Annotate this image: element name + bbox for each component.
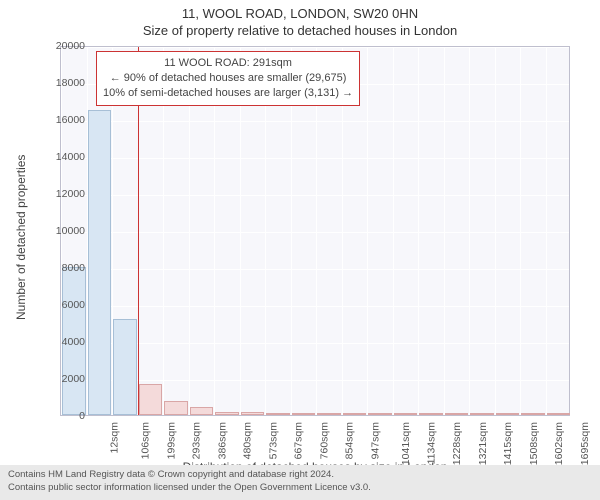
chart-title: 11, WOOL ROAD, LONDON, SW20 0HN Size of … xyxy=(0,0,600,40)
histogram-bar xyxy=(241,412,265,415)
y-tick-label: 16000 xyxy=(45,114,85,126)
x-tick-label: 293sqm xyxy=(191,422,203,459)
y-tick-label: 14000 xyxy=(45,151,85,163)
x-tick-label: 1041sqm xyxy=(400,422,412,465)
y-tick-label: 10000 xyxy=(45,225,85,237)
histogram-bar xyxy=(215,412,239,415)
gridline-v xyxy=(495,47,496,415)
chart-area: 11 WOOL ROAD: 291sqm ← 90% of detached h… xyxy=(60,46,570,416)
y-tick-label: 6000 xyxy=(45,299,85,311)
title-line-2: Size of property relative to detached ho… xyxy=(0,23,600,40)
histogram-bar xyxy=(445,413,469,415)
x-tick-label: 947sqm xyxy=(369,422,381,459)
histogram-bar xyxy=(547,413,571,415)
gridline-v xyxy=(444,47,445,415)
histogram-bar xyxy=(88,110,112,415)
y-axis-label: Number of detached properties xyxy=(14,155,28,320)
annotation-line-2: ← 90% of detached houses are smaller (29… xyxy=(103,71,353,86)
footer: Contains HM Land Registry data © Crown c… xyxy=(0,465,600,500)
annotation-box: 11 WOOL ROAD: 291sqm ← 90% of detached h… xyxy=(96,51,360,106)
x-tick-label: 573sqm xyxy=(267,422,279,459)
footer-line-2: Contains public sector information licen… xyxy=(8,482,592,495)
x-tick-label: 1228sqm xyxy=(451,422,463,465)
histogram-bar xyxy=(368,413,392,415)
gridline-v xyxy=(393,47,394,415)
y-tick-label: 8000 xyxy=(45,262,85,274)
histogram-bar xyxy=(113,319,137,415)
x-tick-label: 199sqm xyxy=(165,422,177,459)
histogram-bar xyxy=(343,413,367,415)
x-tick-label: 1415sqm xyxy=(502,422,514,465)
histogram-bar xyxy=(292,413,316,415)
chart-container: 11, WOOL ROAD, LONDON, SW20 0HN Size of … xyxy=(0,0,600,500)
x-tick-label: 1508sqm xyxy=(528,422,540,465)
histogram-bar xyxy=(139,384,163,415)
y-tick-label: 20000 xyxy=(45,40,85,52)
title-line-1: 11, WOOL ROAD, LONDON, SW20 0HN xyxy=(0,6,600,23)
y-tick-label: 12000 xyxy=(45,188,85,200)
x-tick-label: 106sqm xyxy=(140,422,152,459)
histogram-bar xyxy=(496,413,520,415)
y-tick-label: 0 xyxy=(45,410,85,422)
y-tick-label: 2000 xyxy=(45,373,85,385)
y-tick-label: 18000 xyxy=(45,77,85,89)
x-tick-label: 1695sqm xyxy=(579,422,591,465)
plot-area: 11 WOOL ROAD: 291sqm ← 90% of detached h… xyxy=(60,46,570,416)
x-tick-label: 12sqm xyxy=(108,422,120,454)
gridline-v xyxy=(546,47,547,415)
x-tick-label: 386sqm xyxy=(216,422,228,459)
x-tick-label: 1321sqm xyxy=(477,422,489,465)
histogram-bar xyxy=(394,413,418,415)
histogram-bar xyxy=(164,401,188,415)
x-tick-label: 1602sqm xyxy=(553,422,565,465)
histogram-bar xyxy=(190,407,214,415)
histogram-bar xyxy=(521,413,545,415)
histogram-bar xyxy=(317,413,341,415)
y-tick-label: 4000 xyxy=(45,336,85,348)
gridline-v xyxy=(520,47,521,415)
x-tick-label: 854sqm xyxy=(344,422,356,459)
histogram-bar xyxy=(419,413,443,415)
x-tick-label: 760sqm xyxy=(318,422,330,459)
footer-line-1: Contains HM Land Registry data © Crown c… xyxy=(8,469,592,482)
annotation-line-3: 10% of semi-detached houses are larger (… xyxy=(103,86,353,101)
gridline-v xyxy=(418,47,419,415)
x-tick-label: 667sqm xyxy=(293,422,305,459)
x-tick-label: 480sqm xyxy=(242,422,254,459)
gridline-v xyxy=(469,47,470,415)
annotation-line-1: 11 WOOL ROAD: 291sqm xyxy=(103,56,353,71)
x-tick-label: 1134sqm xyxy=(425,422,437,464)
histogram-bar xyxy=(470,413,494,415)
histogram-bar xyxy=(266,413,290,415)
gridline-h xyxy=(61,417,569,418)
gridline-v xyxy=(367,47,368,415)
